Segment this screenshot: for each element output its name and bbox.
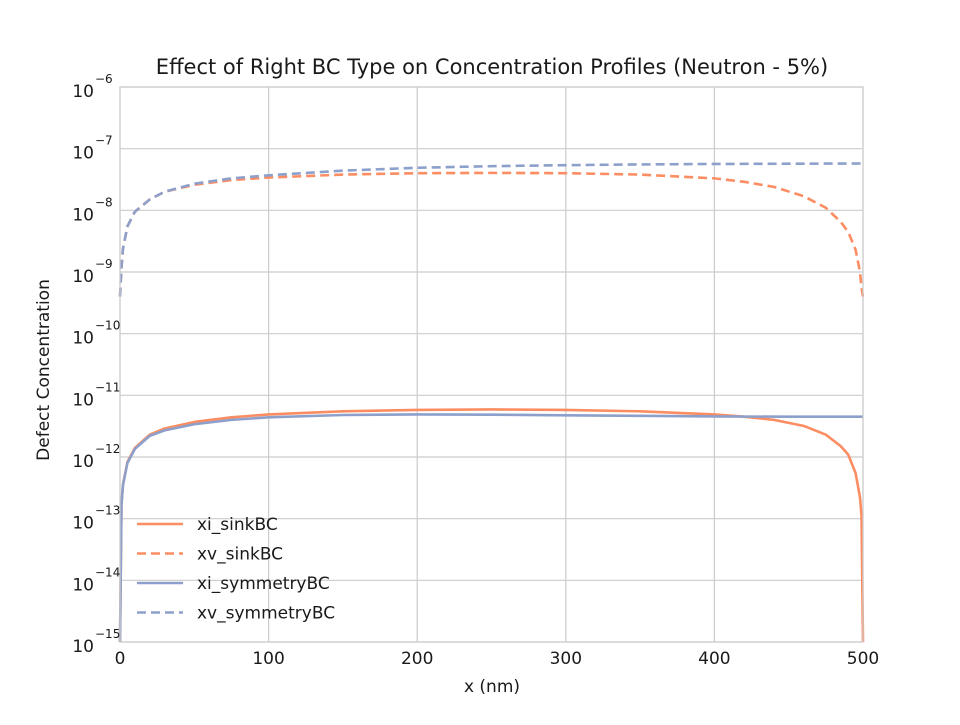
y-tick-base: 10 xyxy=(72,575,94,595)
y-tick-base: 10 xyxy=(72,329,94,349)
legend: xi_sinkBC xv_sinkBC xi_symmetryBC xv_symmet… xyxy=(137,515,335,624)
y-tick-label: 10−6 xyxy=(72,72,112,102)
x-tick-label: 300 xyxy=(550,649,582,669)
y-tick-exponent: −7 xyxy=(95,134,113,148)
y-tick-label: 10−10 xyxy=(72,319,120,349)
y-tick-base: 10 xyxy=(72,267,94,287)
y-axis-label: Defect Concentration xyxy=(34,279,54,461)
legend-label: xi_sinkBC xyxy=(197,515,278,535)
x-axis-label: x (nm) xyxy=(464,677,520,697)
y-tick-exponent: −14 xyxy=(95,565,120,579)
y-tick-base: 10 xyxy=(72,82,94,102)
y-tick-base: 10 xyxy=(72,452,94,472)
x-tick-label: 200 xyxy=(401,649,433,669)
y-tick-exponent: −8 xyxy=(95,195,113,209)
legend-label: xv_symmetryBC xyxy=(197,604,335,624)
y-tick-base: 10 xyxy=(72,514,94,534)
y-tick-label: 10−7 xyxy=(72,134,112,164)
y-tick-label: 10−14 xyxy=(72,565,120,595)
y-tick-exponent: −10 xyxy=(95,319,120,333)
legend-item: xi_symmetryBC xyxy=(137,574,330,594)
y-tick-exponent: −12 xyxy=(95,442,120,456)
legend-item: xi_sinkBC xyxy=(137,515,278,535)
x-tick-label: 500 xyxy=(847,649,879,669)
legend-item: xv_symmetryBC xyxy=(137,604,335,624)
y-tick-exponent: −13 xyxy=(95,504,120,518)
y-axis-ticks: 10−1510−1410−1310−1210−1110−1010−910−810… xyxy=(72,72,120,657)
y-tick-label: 10−8 xyxy=(72,195,112,225)
legend-label: xi_symmetryBC xyxy=(197,574,330,594)
y-tick-base: 10 xyxy=(72,390,94,410)
y-tick-exponent: −6 xyxy=(95,72,113,86)
series-layer xyxy=(118,162,865,643)
series-line-xi_symmetryBC xyxy=(118,413,863,643)
y-tick-label: 10−11 xyxy=(72,380,120,410)
y-tick-base: 10 xyxy=(72,205,94,225)
plot-frame xyxy=(119,86,864,643)
y-tick-base: 10 xyxy=(72,144,94,164)
y-tick-exponent: −15 xyxy=(95,627,120,641)
x-tick-label: 100 xyxy=(252,649,284,669)
y-tick-label: 10−12 xyxy=(72,442,120,472)
x-axis-ticks: 0 100 200 300 400 500 xyxy=(115,649,880,669)
y-tick-exponent: −9 xyxy=(95,257,113,271)
chart-title: Effect of Right BC Type on Concentration… xyxy=(156,55,828,79)
y-tick-label: 10−13 xyxy=(72,504,120,534)
legend-item: xv_sinkBC xyxy=(137,545,283,565)
grid-lines xyxy=(119,86,864,643)
y-tick-label: 10−9 xyxy=(72,257,112,287)
y-tick-label: 10−15 xyxy=(72,627,120,657)
legend-label: xv_sinkBC xyxy=(197,545,283,565)
x-tick-label: 400 xyxy=(698,649,730,669)
y-tick-base: 10 xyxy=(72,637,94,657)
series-line-xv_symmetryBC xyxy=(118,162,864,297)
x-tick-label: 0 xyxy=(115,649,126,669)
y-tick-exponent: −11 xyxy=(95,380,120,394)
